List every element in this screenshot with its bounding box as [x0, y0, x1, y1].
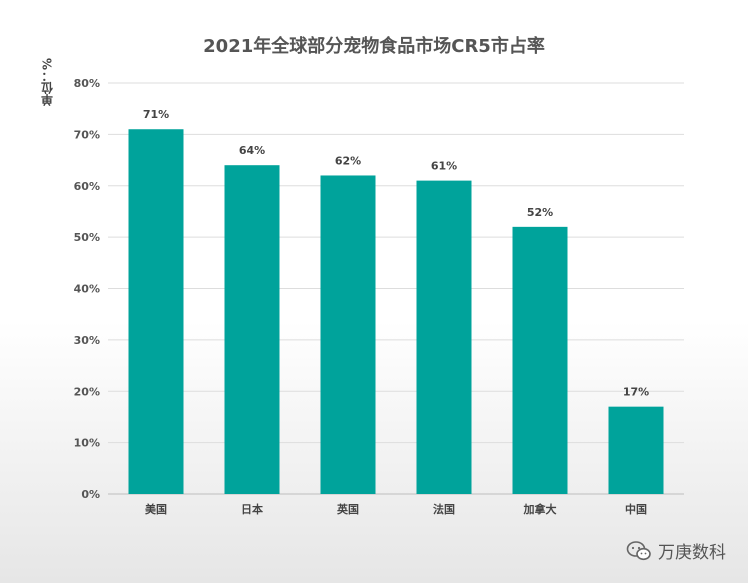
bar	[608, 406, 664, 494]
y-tick-label: 80%	[74, 77, 100, 90]
x-tick-label: 英国	[336, 502, 359, 516]
y-tick-label: 60%	[74, 180, 100, 193]
watermark-text: 万庚数科	[658, 543, 726, 563]
x-tick-label: 日本	[241, 502, 263, 516]
y-tick-label: 30%	[74, 334, 100, 347]
bar	[512, 226, 568, 494]
data-label: 71%	[143, 108, 169, 121]
x-tick-label: 法国	[433, 502, 455, 516]
bar	[320, 175, 376, 494]
bar	[416, 180, 472, 495]
y-tick-label: 50%	[74, 231, 100, 244]
bar	[128, 129, 184, 495]
y-tick-label: 40%	[74, 283, 100, 296]
data-label: 17%	[623, 386, 649, 399]
x-tick-label: 中国	[625, 502, 647, 516]
chart-title: 2021年全球部分宠物食品市场CR5市占率	[203, 36, 545, 57]
data-label: 61%	[431, 160, 457, 173]
data-label: 62%	[335, 154, 361, 167]
wechat-icon	[626, 540, 651, 560]
x-tick-label: 加拿大	[523, 502, 557, 516]
data-label: 64%	[239, 144, 265, 157]
y-tick-label: 20%	[74, 385, 100, 398]
x-tick-label: 美国	[145, 502, 167, 516]
y-tick-label: 70%	[74, 128, 100, 141]
bar	[224, 165, 280, 494]
y-tick-label: 10%	[74, 437, 100, 450]
y-tick-label: 0%	[81, 488, 100, 501]
data-label: 52%	[527, 206, 553, 219]
watermark: 万庚数科	[626, 538, 726, 563]
